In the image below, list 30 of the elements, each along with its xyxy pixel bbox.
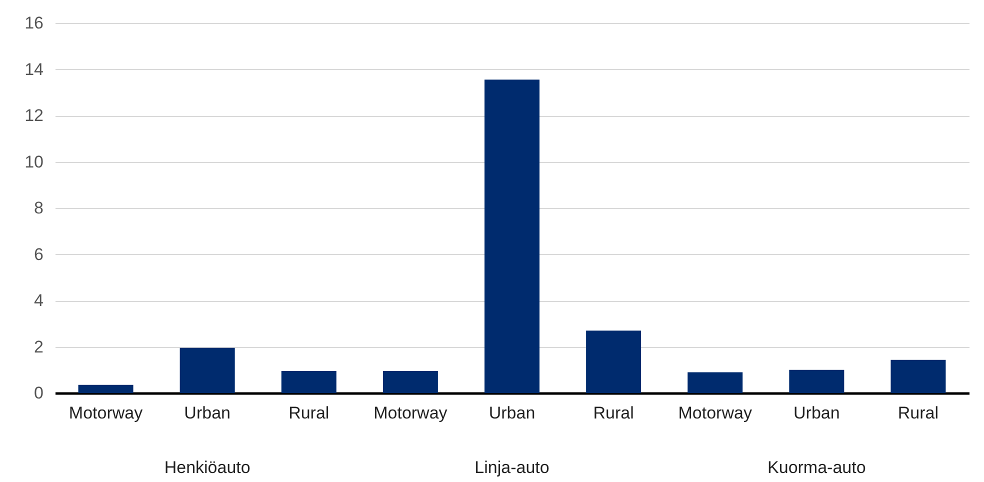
y-tick-label: 4 [34, 291, 44, 310]
bar [789, 370, 844, 393]
y-tick-label: 10 [24, 152, 44, 172]
x-tick-label: Rural [898, 404, 939, 422]
x-tick-label: Urban [184, 404, 230, 422]
bar [586, 330, 642, 393]
text: Henkiöauto [164, 458, 250, 477]
y-tick-label: 8 [34, 198, 44, 218]
text: Linja-auto [474, 458, 550, 477]
bar [180, 348, 235, 393]
y-tick-label: 6 [34, 244, 44, 264]
x-tick-label: Rural [593, 404, 634, 422]
y-tick-label: 16 [24, 14, 44, 32]
bar [890, 360, 946, 393]
bar [484, 80, 540, 393]
x-tick-label: Motorway [374, 404, 448, 422]
bar [382, 371, 438, 393]
text: Kuorma-auto [768, 458, 866, 477]
bar [78, 384, 134, 393]
y-tick-label: 0 [34, 384, 44, 402]
x-tick-label: Motorway [68, 404, 144, 422]
bar [688, 372, 743, 393]
y-tick-label: 14 [24, 60, 44, 79]
bar [281, 371, 336, 393]
y-tick-label: 2 [34, 337, 44, 356]
x-tick-label: Urban [488, 404, 536, 422]
x-tick-label: Rural [288, 404, 330, 422]
y-tick-label: 12 [24, 106, 44, 125]
x-tick-label: Motorway [678, 404, 752, 422]
x-tick-label: Urban [794, 404, 840, 422]
